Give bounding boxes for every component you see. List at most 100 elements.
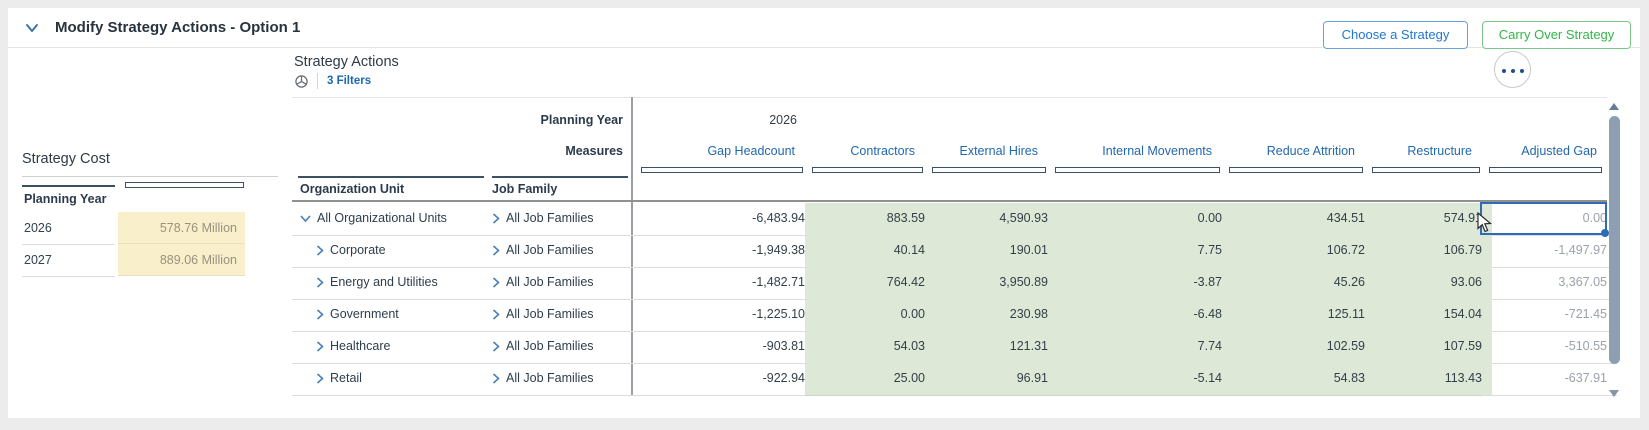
value-cell[interactable]: 125.11 [1222,299,1375,332]
job-family-cell[interactable]: All Job Families [488,331,635,364]
value-cell[interactable]: 107.59 [1365,331,1492,364]
horizontal-scrollbar[interactable] [125,182,244,188]
scroll-up-arrow[interactable] [1609,103,1619,110]
value-cell[interactable]: -5.14 [1048,363,1232,396]
filters-link[interactable]: 3 Filters [327,75,372,87]
chevron-down-icon[interactable] [300,215,311,223]
value-cell[interactable]: 154.04 [1365,299,1492,332]
column-underline [1372,167,1480,173]
value-cell[interactable]: -510.55 [1482,331,1617,364]
table-row: Energy and Utilities All Job Families -1… [0,267,1649,300]
chevron-right-icon[interactable] [492,245,500,256]
scroll-down-arrow[interactable] [1609,390,1619,397]
job-family-column-header[interactable]: Job Family [492,182,558,196]
chevron-right-icon[interactable] [316,245,324,256]
column-header-gap-headcount[interactable]: Gap Headcount [707,144,795,158]
column-header-reduce-attrition[interactable]: Reduce Attrition [1266,144,1355,158]
value-cell[interactable]: 121.31 [925,331,1058,364]
org-unit-cell[interactable]: All Organizational Units [292,203,496,236]
column-header-internal-movements[interactable]: Internal Movements [1102,144,1212,158]
value-cell[interactable]: 93.06 [1365,267,1492,300]
value-cell[interactable]: 0.00 [1048,203,1232,236]
value-cell[interactable]: 7.74 [1048,331,1232,364]
chevron-down-icon[interactable] [24,20,40,36]
chevron-right-icon[interactable] [316,341,324,352]
value-cell[interactable]: 54.83 [1222,363,1375,396]
value-cell[interactable]: 113.43 [1365,363,1492,396]
org-unit-cell[interactable]: Energy and Utilities [292,267,512,300]
chevron-right-icon[interactable] [316,277,324,288]
value-cell[interactable]: -922.94 [633,363,815,396]
value-cell[interactable]: -903.81 [633,331,815,364]
org-unit-cell[interactable]: Corporate [292,235,512,268]
value-cell[interactable]: 0.00 [805,299,935,332]
value-cell[interactable]: 54.03 [805,331,935,364]
job-family-cell[interactable]: All Job Families [488,203,635,236]
column-underline [492,176,628,178]
value-cell[interactable]: 25.00 [805,363,935,396]
value-cell[interactable]: -1,949.38 [633,235,815,268]
org-unit-column-header[interactable]: Organization Unit [300,182,405,196]
value-cell[interactable]: 883.59 [805,203,935,236]
value-cell[interactable]: -6.48 [1048,299,1232,332]
value-cell[interactable]: 434.51 [1222,203,1375,236]
value-cell[interactable]: 230.98 [925,299,1058,332]
job-family-cell[interactable]: All Job Families [488,267,635,300]
column-header-external-hires[interactable]: External Hires [959,144,1039,158]
section-header-bar: Modify Strategy Actions - Option 1 Choos… [8,8,1640,49]
value-cell[interactable]: -3.87 [1048,267,1232,300]
value-cell[interactable]: -637.91 [1482,363,1617,396]
chevron-right-icon[interactable] [492,213,500,224]
job-family-cell[interactable]: All Job Families [488,363,635,396]
column-header-contractors[interactable]: Contractors [850,144,915,158]
value-cell[interactable]: 3,367.05 [1482,267,1617,300]
chevron-right-icon[interactable] [492,309,500,320]
value-cell[interactable]: 7.75 [1048,235,1232,268]
value-cell[interactable]: 0.00 [1482,203,1617,236]
horizontal-scrollbar[interactable] [1489,167,1602,173]
value-cell[interactable]: 3,950.89 [925,267,1058,300]
planning-year-dim-label: Planning Year [540,113,623,127]
org-unit-cell[interactable]: Retail [292,363,512,396]
choose-strategy-button[interactable]: Choose a Strategy [1323,21,1468,49]
value-cell[interactable]: 106.79 [1365,235,1492,268]
value-cell[interactable]: 106.72 [1222,235,1375,268]
value-cell[interactable]: 4,590.93 [925,203,1058,236]
value-cell[interactable]: 102.59 [1222,331,1375,364]
org-unit-cell[interactable]: Healthcare [292,331,512,364]
value-cell[interactable]: -721.45 [1482,299,1617,332]
job-family-cell[interactable]: All Job Families [488,235,635,268]
value-cell[interactable]: 764.42 [805,267,935,300]
value-cell[interactable]: 190.01 [925,235,1058,268]
frame-right [1640,0,1649,430]
chevron-right-icon[interactable] [492,373,500,384]
chevron-right-icon[interactable] [492,277,500,288]
vertical-scrollbar-thumb[interactable] [1609,116,1620,364]
column-header-adjusted-gap[interactable]: Adjusted Gap [1521,144,1597,158]
chevron-right-icon[interactable] [316,309,324,320]
column-underline [22,185,115,187]
chevron-right-icon[interactable] [492,341,500,352]
value-cell[interactable]: 96.91 [925,363,1058,396]
selection-handle[interactable] [1601,229,1609,237]
cost-value-cell[interactable]: 578.76 Million [118,212,245,244]
chevron-right-icon[interactable] [316,373,324,384]
value-cell[interactable]: -1,225.10 [633,299,815,332]
job-family-cell[interactable]: All Job Families [488,299,635,332]
measures-dim-label: Measures [565,144,623,158]
value-cell[interactable]: 45.26 [1222,267,1375,300]
more-actions-button[interactable] [1494,51,1531,88]
carry-over-strategy-button[interactable]: Carry Over Strategy [1482,21,1631,49]
value-cell[interactable]: 40.14 [805,235,935,268]
org-unit-cell[interactable]: Government [292,299,512,332]
planning-year-member[interactable]: 2026 [769,113,797,127]
year-label: 2026 [22,212,115,245]
value-cell[interactable]: -6,483.94 [633,203,815,236]
value-cell[interactable]: -1,482.71 [633,267,815,300]
column-header-restructure[interactable]: Restructure [1407,144,1472,158]
divider [317,73,318,89]
value-cell[interactable]: 574.91 [1365,203,1492,236]
selected-cell-outline[interactable] [1480,202,1607,235]
cost-value-cell[interactable]: 889.06 Million [118,244,245,276]
value-cell[interactable]: -1,497.97 [1482,235,1617,268]
